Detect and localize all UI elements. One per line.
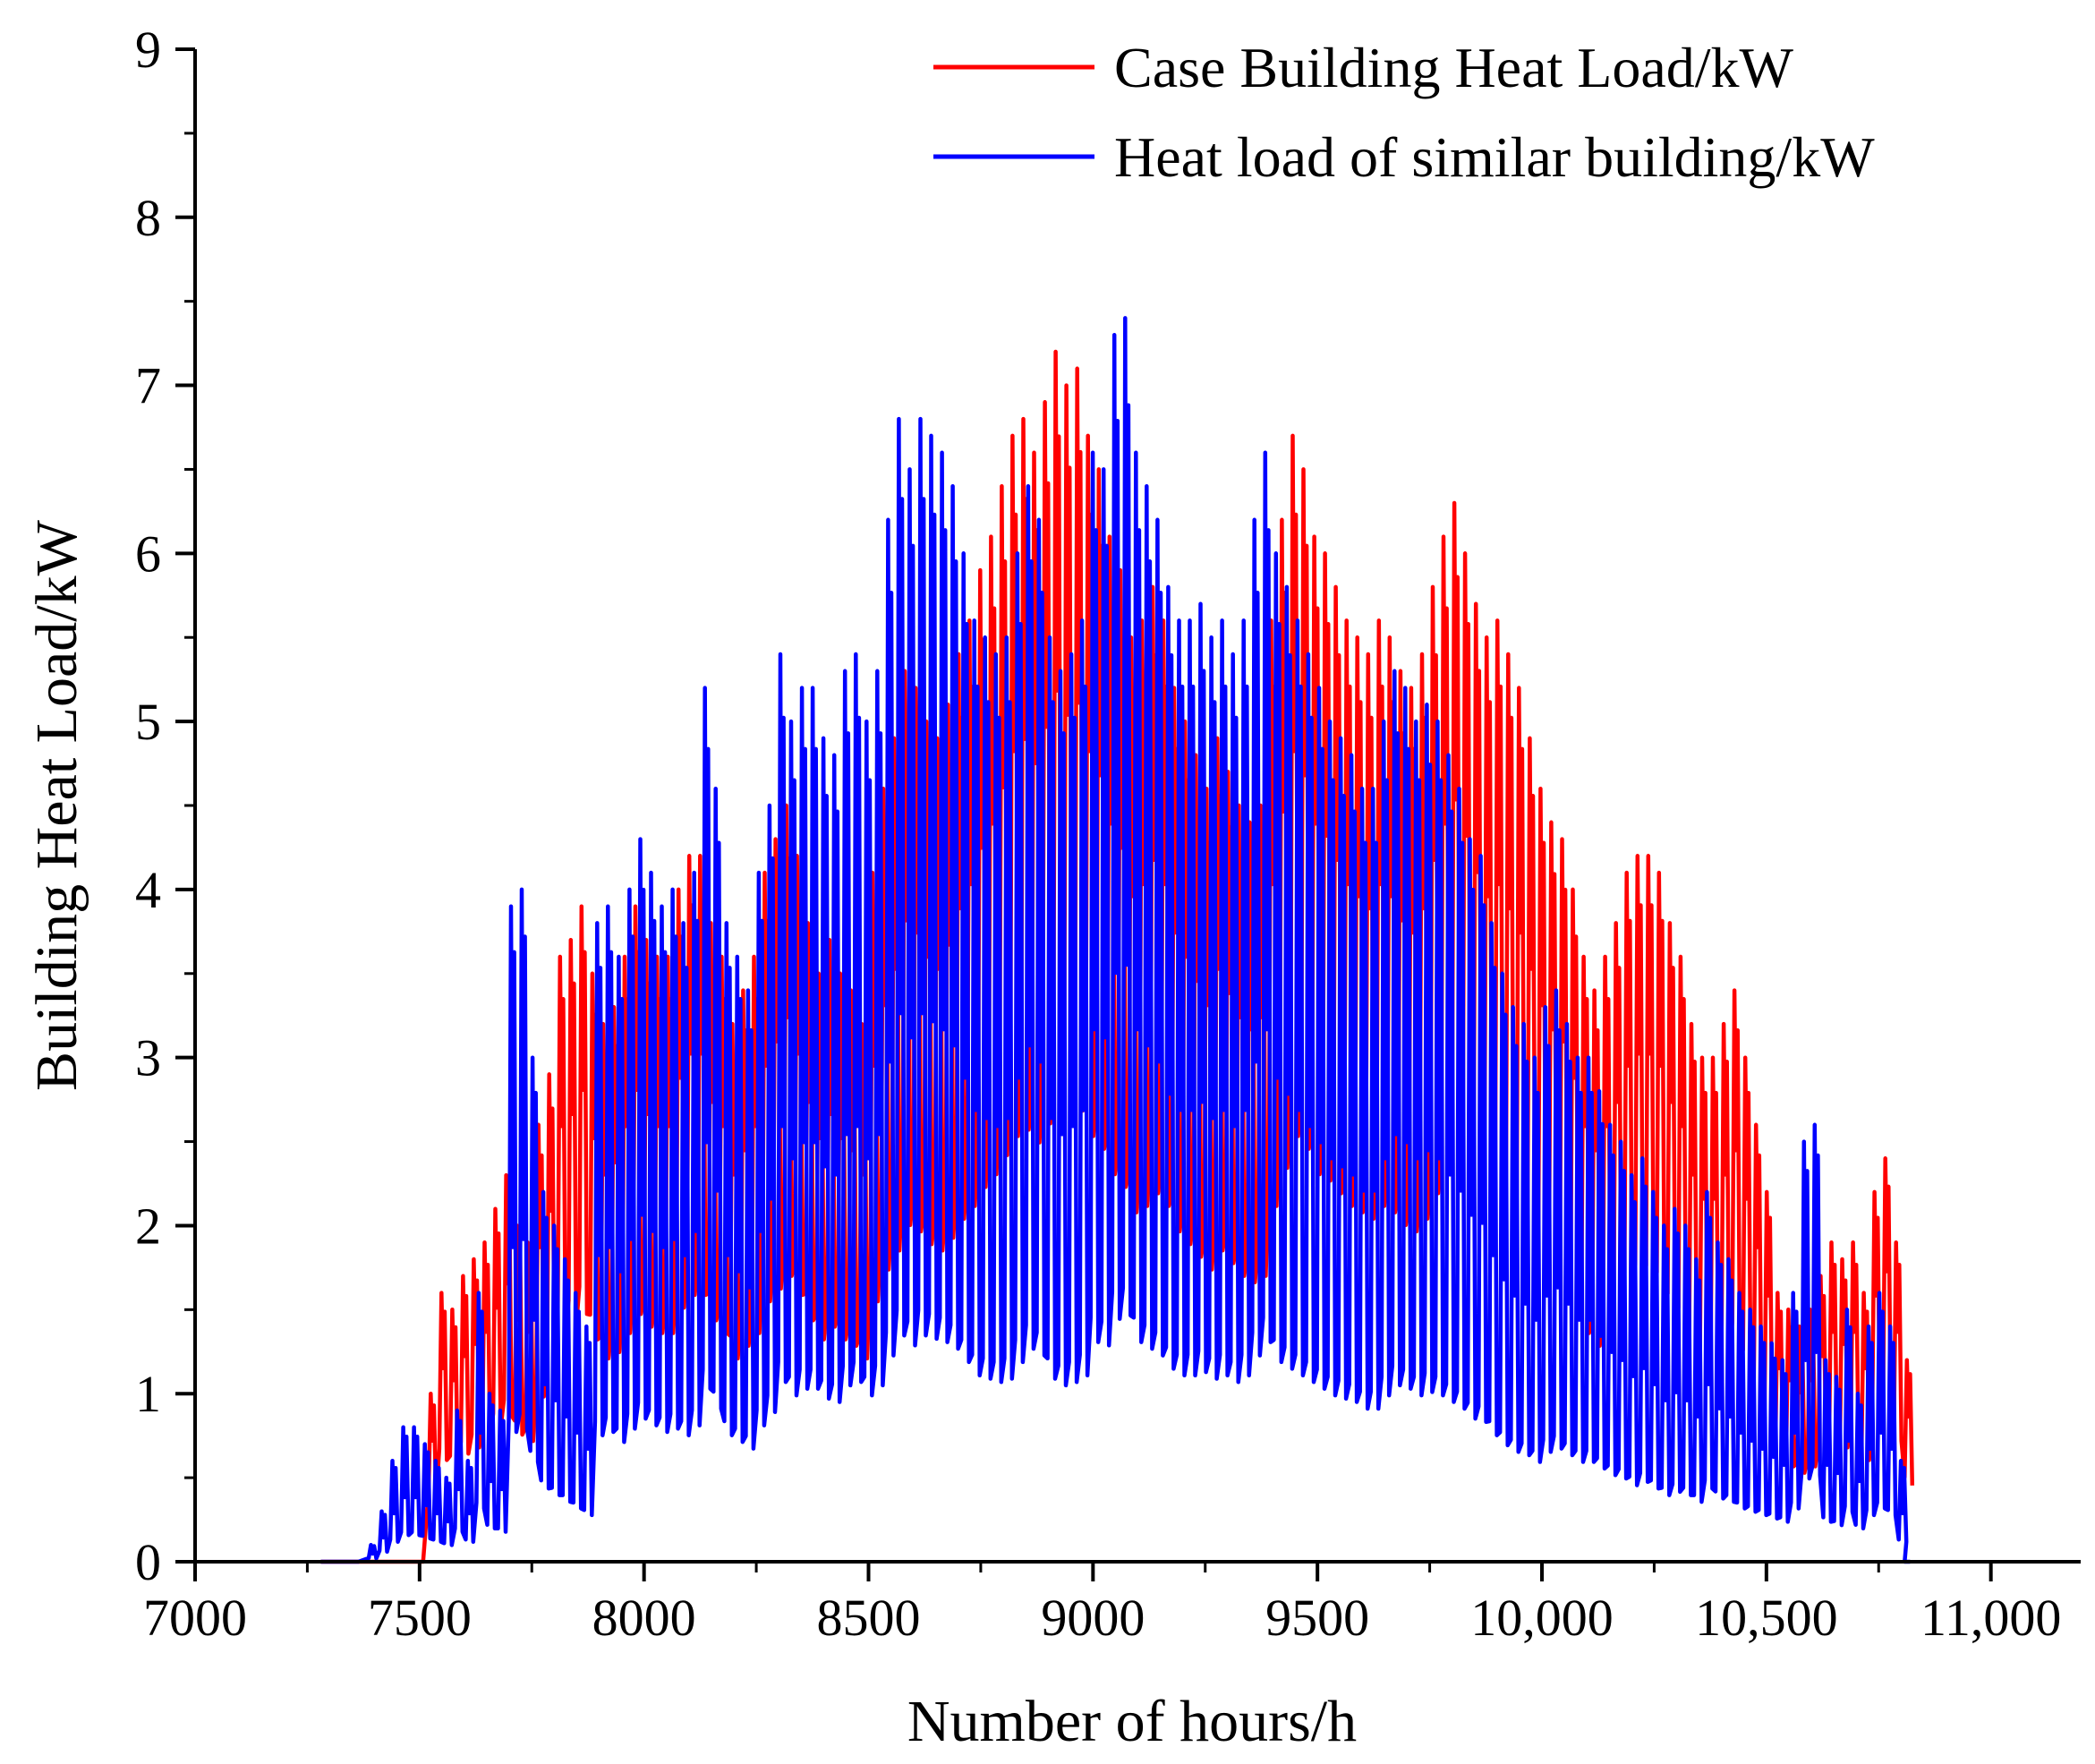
y-tick-label: 0 — [135, 1533, 161, 1591]
y-axis-title: Building Heat Load/kW — [24, 519, 89, 1091]
y-tick-label: 3 — [135, 1029, 161, 1087]
legend-label-2: Heat load of similar building/kW — [1114, 125, 1875, 189]
y-tick-label: 2 — [135, 1197, 161, 1255]
x-tick-label: 9000 — [1041, 1589, 1145, 1647]
y-tick-label: 5 — [135, 693, 161, 751]
y-tick-label: 7 — [135, 357, 161, 415]
legend: Case Building Heat Load/kW Heat load of s… — [933, 36, 1875, 189]
x-tick-label: 7000 — [143, 1589, 247, 1647]
y-tick-label: 6 — [135, 524, 161, 583]
x-tick-label: 10,500 — [1695, 1589, 1838, 1647]
x-tick-label: 10,000 — [1470, 1589, 1614, 1647]
legend-label-1: Case Building Heat Load/kW — [1114, 36, 1794, 99]
x-axis-title: Number of hours/h — [907, 1689, 1357, 1754]
y-tick-label: 1 — [135, 1365, 161, 1423]
x-tick-label: 11,000 — [1920, 1589, 2061, 1647]
y-tick-label: 8 — [135, 189, 161, 247]
y-tick-label: 9 — [135, 21, 161, 79]
ticks: 7000 7500 8000 8500 9000 9500 10,000 10,500 11,0… — [135, 21, 2061, 1647]
y-tick-label: 4 — [135, 861, 161, 919]
series-line-2 — [320, 316, 1911, 1564]
x-tick-label: 9500 — [1265, 1589, 1369, 1647]
plot-series — [320, 316, 1915, 1564]
x-tick-label: 8500 — [817, 1589, 921, 1647]
x-tick-label: 8000 — [592, 1589, 696, 1647]
x-tick-label: 7500 — [368, 1589, 472, 1647]
